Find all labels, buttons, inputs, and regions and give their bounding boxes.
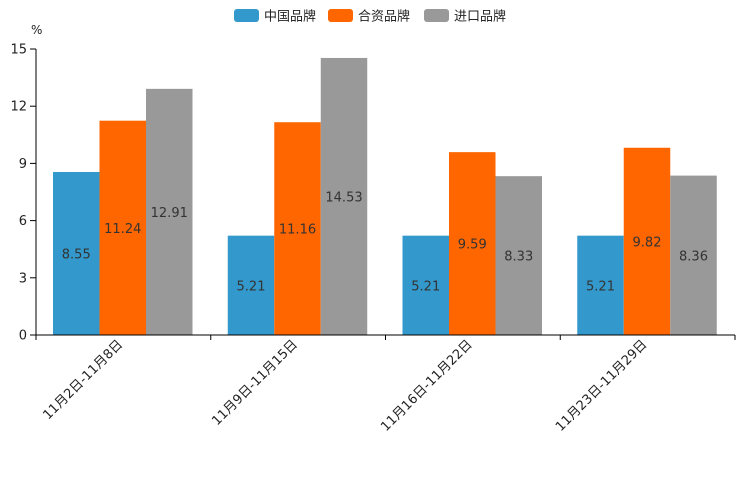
bar[interactable] bbox=[99, 120, 147, 335]
bar[interactable] bbox=[146, 88, 193, 335]
y-tick-label: 0 bbox=[19, 329, 27, 344]
data-label: 9.59 bbox=[458, 238, 487, 253]
data-label: 5.21 bbox=[586, 279, 615, 294]
y-tick-label: 12 bbox=[10, 100, 27, 115]
bar[interactable] bbox=[577, 235, 624, 335]
data-label: 14.53 bbox=[325, 190, 362, 205]
y-axis: 0 3 6 9 12 15 bbox=[10, 43, 37, 344]
data-label: 8.55 bbox=[62, 247, 91, 262]
legend-swatch bbox=[424, 9, 449, 22]
bar[interactable] bbox=[623, 147, 671, 335]
x-tick-label: 11月2日-11月8日 bbox=[40, 337, 126, 423]
y-tick-label: 9 bbox=[19, 157, 27, 172]
data-label: 5.21 bbox=[237, 279, 266, 294]
bar[interactable] bbox=[495, 176, 543, 335]
bar[interactable] bbox=[227, 235, 275, 335]
legend-item[interactable]: 中国品牌 bbox=[234, 9, 316, 25]
bar[interactable] bbox=[670, 175, 717, 335]
data-label: 8.33 bbox=[504, 250, 533, 265]
y-tick-label: 6 bbox=[19, 214, 27, 229]
x-axis: 11月2日-11月8日 11月9日-11月15日 11月16日-11月22日 11月2… bbox=[35, 334, 736, 435]
data-label: 12.91 bbox=[151, 206, 188, 221]
y-tick-label: 3 bbox=[19, 271, 27, 286]
legend: 中国品牌 合资品牌 进口品牌 bbox=[234, 9, 506, 25]
legend-item[interactable]: 合资品牌 bbox=[328, 9, 410, 25]
x-tick-label: 11月16日-11月22日 bbox=[378, 337, 475, 434]
bar[interactable] bbox=[320, 57, 368, 335]
x-tick-label: 11月23日-11月29日 bbox=[553, 337, 650, 434]
data-label: 11.24 bbox=[104, 222, 141, 237]
data-label: 9.82 bbox=[633, 235, 662, 250]
bar[interactable] bbox=[402, 235, 450, 335]
legend-label: 合资品牌 bbox=[358, 9, 410, 25]
legend-item[interactable]: 进口品牌 bbox=[424, 9, 506, 25]
legend-swatch bbox=[328, 9, 353, 22]
bar[interactable] bbox=[53, 171, 100, 335]
y-tick-label: 15 bbox=[10, 43, 27, 58]
data-label: 11.16 bbox=[279, 223, 316, 238]
bars: 8.55 11.24 12.91 5.21 11.16 14.53 5.21 9.59 8.33… bbox=[53, 57, 717, 335]
legend-label: 中国品牌 bbox=[264, 9, 316, 25]
legend-label: 进口品牌 bbox=[454, 9, 506, 25]
legend-swatch bbox=[234, 9, 259, 22]
y-axis-unit-label: % bbox=[31, 23, 42, 37]
data-label: 5.21 bbox=[411, 279, 440, 294]
data-label: 8.36 bbox=[679, 249, 708, 264]
bar[interactable] bbox=[274, 122, 321, 335]
bar[interactable] bbox=[449, 152, 496, 335]
x-tick-label: 11月9日-11月15日 bbox=[209, 337, 301, 429]
